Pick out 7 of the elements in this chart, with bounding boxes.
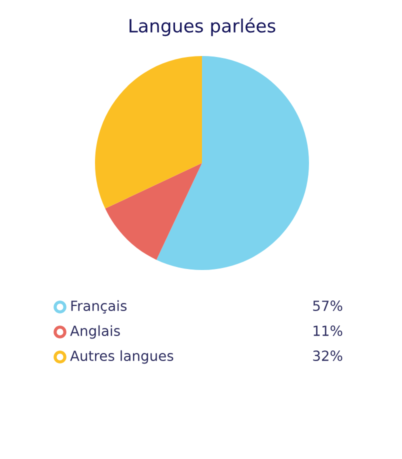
legend-label: Français xyxy=(71,300,127,314)
data-label: 57% xyxy=(313,300,342,312)
legend-label: Anglais xyxy=(70,325,120,339)
data-label: 32% xyxy=(313,350,342,362)
chart-title: Langues parlées xyxy=(130,18,276,36)
data-label: 11% xyxy=(314,326,342,336)
legend-label: Autres langues xyxy=(70,350,174,364)
